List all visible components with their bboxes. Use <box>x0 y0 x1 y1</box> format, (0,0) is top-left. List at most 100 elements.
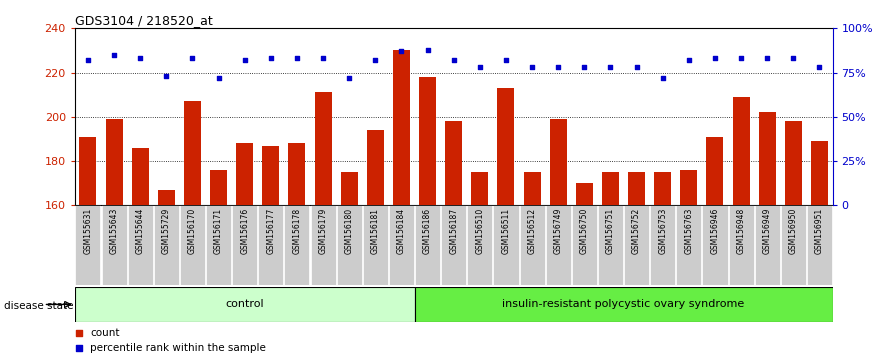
Bar <box>781 205 806 285</box>
Point <box>734 56 748 61</box>
Bar <box>471 172 488 205</box>
Bar <box>106 119 122 205</box>
Point <box>760 56 774 61</box>
Point <box>655 75 670 81</box>
Point <box>420 47 434 52</box>
Bar <box>785 121 802 205</box>
Bar <box>572 205 597 285</box>
Point <box>473 64 487 70</box>
Bar <box>602 172 619 205</box>
Text: GSM156951: GSM156951 <box>815 208 824 254</box>
Point <box>368 57 382 63</box>
Bar <box>101 205 127 285</box>
Bar <box>445 121 463 205</box>
Bar <box>341 172 358 205</box>
Text: GSM156949: GSM156949 <box>763 208 772 254</box>
Text: GSM156512: GSM156512 <box>528 208 537 254</box>
Bar <box>76 205 100 285</box>
Bar <box>285 205 309 285</box>
Bar <box>733 97 750 205</box>
Text: control: control <box>226 299 264 309</box>
Text: GSM155644: GSM155644 <box>136 208 144 254</box>
Point <box>682 57 696 63</box>
Text: GSM156751: GSM156751 <box>606 208 615 254</box>
Bar <box>520 205 544 285</box>
Bar <box>258 205 284 285</box>
Text: GSM155729: GSM155729 <box>162 208 171 254</box>
Bar <box>545 205 571 285</box>
Bar <box>393 51 410 205</box>
Text: GSM156170: GSM156170 <box>188 208 197 254</box>
Text: GSM156946: GSM156946 <box>710 208 720 254</box>
Bar <box>154 205 179 285</box>
Bar <box>729 205 753 285</box>
Bar <box>419 77 436 205</box>
Bar <box>755 205 780 285</box>
Text: insulin-resistant polycystic ovary syndrome: insulin-resistant polycystic ovary syndr… <box>502 299 744 309</box>
Text: GSM156186: GSM156186 <box>423 208 432 254</box>
Bar <box>655 172 671 205</box>
Point <box>552 64 566 70</box>
Bar <box>523 172 541 205</box>
Bar <box>677 205 701 285</box>
Bar <box>337 205 362 285</box>
Point <box>290 56 304 61</box>
Text: GDS3104 / 218520_at: GDS3104 / 218520_at <box>75 14 212 27</box>
Point <box>630 64 644 70</box>
Bar <box>128 205 152 285</box>
Bar <box>236 143 253 205</box>
Point <box>787 56 801 61</box>
Point <box>812 64 826 70</box>
Bar <box>132 148 149 205</box>
Point <box>238 57 252 63</box>
Bar <box>180 205 205 285</box>
Point <box>328 277 342 283</box>
Bar <box>650 205 675 285</box>
Text: GSM156511: GSM156511 <box>501 208 510 254</box>
Point <box>525 64 539 70</box>
Text: GSM156180: GSM156180 <box>344 208 353 254</box>
Text: GSM156178: GSM156178 <box>292 208 301 254</box>
Bar <box>233 205 257 285</box>
Bar <box>498 88 515 205</box>
Point <box>708 56 722 61</box>
Point <box>395 48 409 54</box>
Bar <box>624 205 649 285</box>
Bar <box>288 143 306 205</box>
Bar <box>315 92 331 205</box>
Point <box>81 57 95 63</box>
Point <box>185 56 199 61</box>
Bar <box>598 205 623 285</box>
Bar <box>493 205 519 285</box>
Point <box>447 57 461 63</box>
Text: GSM156948: GSM156948 <box>737 208 745 254</box>
Bar <box>363 205 388 285</box>
Point <box>133 56 147 61</box>
Bar <box>75 287 415 322</box>
Text: GSM156763: GSM156763 <box>685 208 693 254</box>
Text: GSM156950: GSM156950 <box>788 208 798 254</box>
Text: GSM156184: GSM156184 <box>397 208 406 254</box>
Bar <box>807 205 832 285</box>
Text: GSM156510: GSM156510 <box>476 208 485 254</box>
Bar <box>79 137 96 205</box>
Point <box>603 64 618 70</box>
Text: GSM156753: GSM156753 <box>658 208 667 254</box>
Bar <box>415 205 440 285</box>
Text: GSM155631: GSM155631 <box>84 208 93 254</box>
Text: GSM155643: GSM155643 <box>109 208 119 254</box>
Bar <box>415 287 833 322</box>
Point <box>211 75 226 81</box>
Bar <box>389 205 414 285</box>
Bar <box>680 170 698 205</box>
Text: GSM156181: GSM156181 <box>371 208 380 254</box>
Text: GSM156176: GSM156176 <box>241 208 249 254</box>
Bar <box>310 205 336 285</box>
Point <box>159 73 174 79</box>
Bar <box>576 183 593 205</box>
Text: count: count <box>91 328 120 338</box>
Text: GSM156750: GSM156750 <box>580 208 589 254</box>
Bar <box>158 190 174 205</box>
Bar <box>707 137 723 205</box>
Bar <box>628 172 645 205</box>
